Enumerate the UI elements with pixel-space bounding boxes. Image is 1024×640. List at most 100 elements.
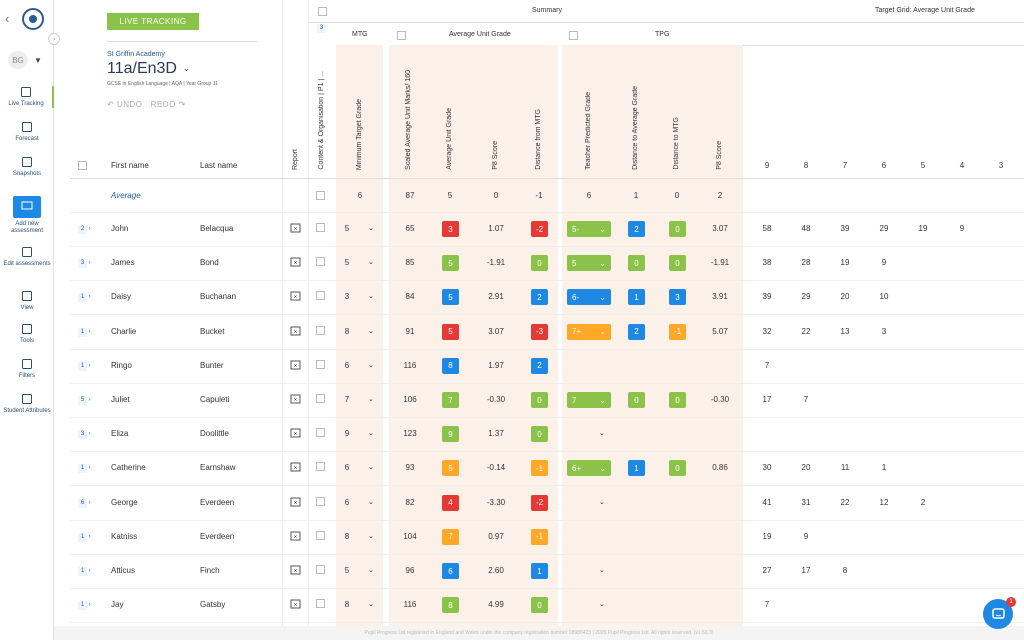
sidebar-item-forecast[interactable]: Forecast <box>0 121 54 143</box>
student-mtg[interactable]: 5 <box>344 566 350 575</box>
undo-button[interactable]: UNDO <box>116 100 143 109</box>
student-last-name[interactable]: Everdeen <box>200 497 235 507</box>
student-checkbox[interactable] <box>316 462 325 472</box>
tpg-dropdown[interactable]: 6+ ⌄ <box>567 460 611 477</box>
sidebar-item-view[interactable]: View <box>0 290 54 312</box>
tpg-dropdown[interactable]: 6- ⌄ <box>567 289 611 306</box>
report-icon[interactable] <box>290 326 301 336</box>
redo-button[interactable]: REDO <box>150 100 176 109</box>
student-mtg[interactable]: 7 <box>344 395 350 404</box>
student-first-name[interactable]: Daisy <box>111 292 132 302</box>
student-last-name[interactable]: Gatsby <box>200 600 226 610</box>
report-icon[interactable] <box>290 531 301 541</box>
student-mtg[interactable]: 8 <box>344 531 350 541</box>
student-first-name[interactable]: Juliet <box>111 395 130 404</box>
report-icon[interactable] <box>290 599 301 609</box>
student-last-name[interactable]: Earnshaw <box>200 463 236 473</box>
student-mtg[interactable]: 6 <box>344 360 350 370</box>
student-first-name[interactable]: Catherine <box>111 463 146 473</box>
tpg-dropdown[interactable]: 7 ⌄ <box>567 392 611 408</box>
student-last-name[interactable]: Bunter <box>200 360 224 370</box>
student-mtg[interactable]: 3 <box>344 292 350 302</box>
student-last-name[interactable]: Finch <box>200 566 220 575</box>
last-name-header[interactable]: Last name <box>200 161 238 170</box>
sidebar-item-snapshots[interactable]: Snapshots <box>0 156 54 178</box>
student-mtg[interactable]: 6 <box>344 463 350 473</box>
report-icon[interactable] <box>290 223 301 233</box>
student-last-name[interactable]: Buchanan <box>200 292 237 302</box>
chevron-down-icon[interactable]: ⌄ <box>368 567 374 574</box>
student-mtg[interactable]: 6 <box>344 497 350 507</box>
tpg-dropdown[interactable]: 7+ ⌄ <box>567 323 611 340</box>
student-last-name[interactable]: Capuleti <box>200 395 230 404</box>
student-checkbox[interactable] <box>316 394 325 403</box>
chevron-down-icon[interactable]: ⌄ <box>368 430 374 438</box>
redo-icon[interactable]: ↷ <box>178 100 186 109</box>
collapse-panel-icon[interactable]: › <box>48 33 60 45</box>
report-icon[interactable] <box>290 291 301 301</box>
sidebar-item-filter[interactable]: Filters <box>0 358 54 380</box>
sidebar-item-edit-assessments[interactable]: Edit assessments <box>0 246 54 268</box>
student-first-name[interactable]: James <box>111 258 135 268</box>
student-checkbox[interactable] <box>316 223 325 232</box>
student-mtg[interactable]: 5 <box>344 258 350 268</box>
chevron-down-icon[interactable]: ⌄ <box>368 464 374 472</box>
chevron-down-icon[interactable]: ⌄ <box>368 396 374 403</box>
chat-button[interactable]: 1 <box>983 597 1016 629</box>
chevron-down-icon[interactable]: ⌄ <box>368 601 374 609</box>
report-icon[interactable] <box>290 497 301 507</box>
chevron-down-icon[interactable]: ⌄ <box>368 225 374 232</box>
student-checkbox[interactable] <box>316 599 325 609</box>
student-last-name[interactable]: Bucket <box>200 326 225 336</box>
student-mtg[interactable]: 8 <box>344 600 350 610</box>
back-arrow-icon[interactable]: ‹ <box>5 11 10 26</box>
student-first-name[interactable]: Charlie <box>111 326 137 336</box>
student-checkbox[interactable] <box>316 565 325 574</box>
app-logo[interactable] <box>22 8 44 30</box>
student-last-name[interactable]: Bond <box>200 258 219 268</box>
tpg-empty-dropdown[interactable]: ⌄ <box>599 498 605 506</box>
user-menu[interactable]: BG ▼ <box>8 51 48 69</box>
student-first-name[interactable]: Ringo <box>111 360 132 370</box>
report-icon[interactable] <box>290 428 301 438</box>
sidebar-item-add-assessment[interactable]: Add new assessment <box>0 196 54 235</box>
select-all-checkbox[interactable] <box>78 161 87 170</box>
report-icon[interactable] <box>290 394 301 404</box>
student-first-name[interactable]: Eliza <box>111 429 129 439</box>
report-icon[interactable] <box>290 360 301 370</box>
sidebar-item-student-attributes[interactable]: Student Attributes <box>0 393 54 415</box>
avg-grade-collapse-checkbox[interactable] <box>397 31 406 40</box>
tpg-empty-dropdown[interactable]: ⌄ <box>599 567 605 574</box>
report-icon[interactable] <box>290 257 301 267</box>
report-icon[interactable] <box>290 565 301 575</box>
student-checkbox[interactable] <box>316 428 325 438</box>
student-mtg[interactable]: 5 <box>344 224 350 233</box>
class-selector[interactable]: 11a/En3D ⌄ <box>107 60 190 78</box>
summary-checkbox[interactable] <box>318 7 327 16</box>
average-checkbox[interactable] <box>316 191 325 200</box>
tpg-dropdown[interactable]: 5 ⌄ <box>567 255 611 272</box>
student-checkbox[interactable] <box>316 325 325 335</box>
student-checkbox[interactable] <box>316 257 325 267</box>
chevron-down-icon[interactable]: ⌄ <box>368 361 374 369</box>
student-first-name[interactable]: Atticus <box>111 566 136 575</box>
tpg-dropdown[interactable]: 5- ⌄ <box>567 221 611 237</box>
student-mtg[interactable]: 9 <box>344 429 350 439</box>
chevron-down-icon[interactable]: ⌄ <box>368 293 374 301</box>
first-name-header[interactable]: First name <box>111 161 149 170</box>
tpg-empty-dropdown[interactable]: ⌄ <box>599 430 605 438</box>
chevron-down-icon[interactable]: ⌄ <box>368 259 374 267</box>
student-checkbox[interactable] <box>316 291 325 301</box>
student-first-name[interactable]: George <box>111 497 138 507</box>
student-checkbox[interactable] <box>316 530 325 540</box>
student-last-name[interactable]: Belacqua <box>200 224 234 233</box>
sidebar-item-live-tracking[interactable]: Live Tracking <box>0 86 54 108</box>
student-last-name[interactable]: Everdeen <box>200 531 235 541</box>
sidebar-item-tools[interactable]: Tools <box>0 323 54 345</box>
student-first-name[interactable]: Jay <box>111 600 124 610</box>
tpg-collapse-checkbox[interactable] <box>569 31 578 40</box>
student-first-name[interactable]: John <box>111 224 129 233</box>
tpg-empty-dropdown[interactable]: ⌄ <box>599 601 605 609</box>
student-mtg[interactable]: 8 <box>344 326 350 336</box>
chevron-down-icon[interactable]: ⌄ <box>368 498 374 506</box>
